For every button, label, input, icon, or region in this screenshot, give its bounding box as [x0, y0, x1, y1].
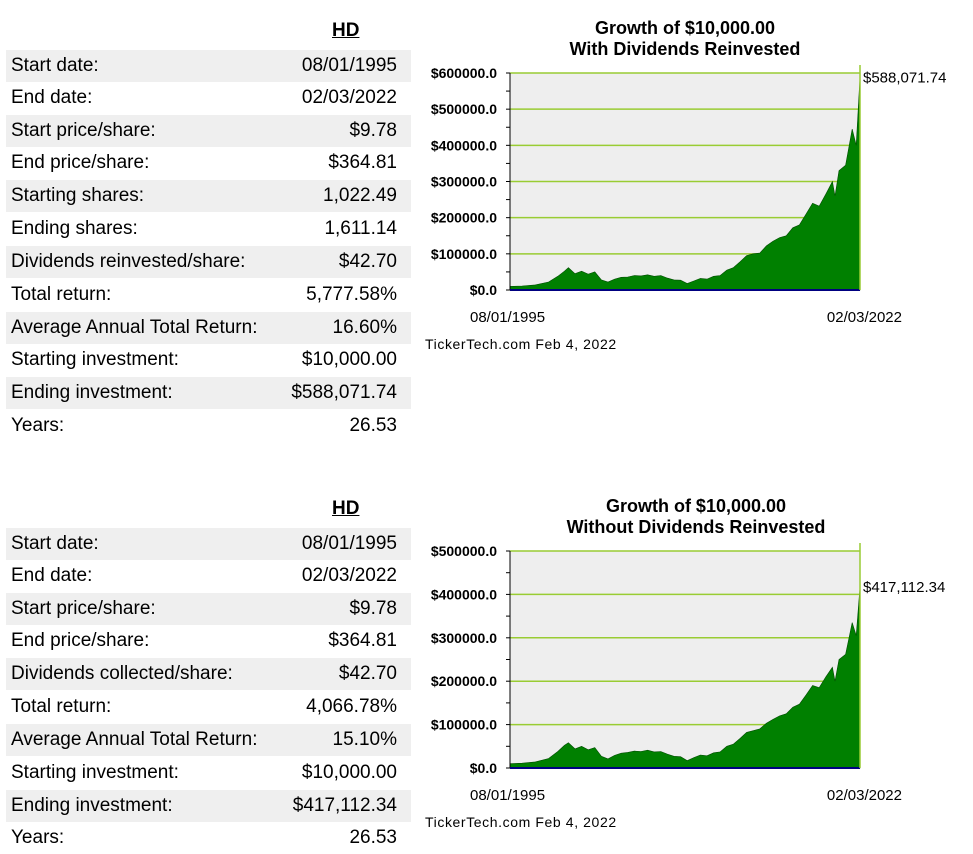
stat-row: Years: 26.53 — [6, 822, 411, 854]
chart-svg: $500000.0 $400000.0 $300000.0 $200000.0 $100… — [431, 543, 945, 804]
chart-title-line: Growth of $10,000.00 — [594, 18, 776, 38]
y-tick-label: $500000.0 — [431, 101, 497, 117]
y-tick-label: $0.0 — [470, 282, 497, 298]
stat-row: Total return: 4,066.78% — [6, 691, 411, 723]
y-tick-label: $400000.0 — [431, 586, 497, 602]
ticker-symbol: HD — [332, 20, 360, 41]
x-end-label: 02/03/2022 — [827, 309, 902, 326]
stat-row: Total return: 5,777.58% — [6, 279, 411, 311]
stat-value: 16.60% — [332, 317, 397, 338]
growth-area — [509, 77, 861, 291]
stat-value: $10,000.00 — [301, 762, 397, 783]
stat-value: $42.70 — [338, 663, 397, 684]
chart-svg: $600000.0 $500000.0 $400000.0 $300000.0 $200… — [431, 65, 946, 326]
stat-value: $417,112.34 — [292, 795, 397, 816]
stat-label: Total return: — [11, 696, 112, 717]
stat-label: Start price/share: — [11, 598, 156, 619]
stat-value: $364.81 — [328, 152, 397, 173]
y-tick-label: $0.0 — [470, 760, 497, 776]
stat-value: 1,611.14 — [324, 218, 397, 239]
y-tick-label: $200000.0 — [431, 210, 497, 226]
stat-row: End price/share: $364.81 — [6, 625, 411, 657]
stat-value: $588,071.74 — [291, 382, 397, 403]
chart-title-line: Growth of $10,000.00 — [605, 496, 787, 516]
chart-subtitle: Without Dividends Reinvested — [566, 517, 826, 537]
stat-label: Dividends collected/share: — [11, 663, 233, 684]
stat-label: End price/share: — [11, 630, 150, 651]
stat-label: Ending investment: — [11, 795, 173, 816]
x-start-label: 08/01/1995 — [470, 787, 545, 804]
stat-row: Starting shares: 1,022.49 — [6, 180, 411, 212]
chart-subtitle: With Dividends Reinvested — [569, 39, 801, 59]
end-value-label: $588,071.74 — [863, 69, 946, 86]
stat-value: 08/01/1995 — [301, 55, 397, 76]
stat-value: 1,022.49 — [323, 185, 397, 206]
stat-row: Starting investment: $10,000.00 — [6, 344, 411, 376]
y-tick-label: $300000.0 — [431, 630, 497, 646]
y-tick-label: $200000.0 — [431, 673, 497, 689]
stat-value: 26.53 — [349, 415, 397, 436]
stat-row: Ending shares: 1,611.14 — [6, 213, 411, 245]
stat-label: Starting investment: — [11, 762, 179, 783]
stat-label: Years: — [11, 415, 65, 436]
stat-label: Starting shares: — [11, 185, 145, 206]
ticker-symbol: HD — [332, 498, 360, 519]
stat-label: Ending investment: — [11, 382, 173, 403]
stat-value: 02/03/2022 — [301, 565, 397, 586]
y-tick-label: $100000.0 — [431, 246, 497, 262]
stat-row: Ending investment: $588,071.74 — [6, 377, 411, 409]
stat-row: Ending investment: $417,112.34 — [6, 790, 411, 822]
stat-label: Start date: — [11, 55, 99, 76]
source-credit: TickerTech.com Feb 4, 2022 — [425, 814, 617, 830]
stat-value: 15.10% — [332, 729, 397, 750]
stat-label: Average Annual Total Return: — [11, 317, 258, 338]
x-start-label: 08/01/1995 — [470, 309, 545, 326]
stat-row: End date: 02/03/2022 — [6, 82, 411, 114]
stat-label: Starting investment: — [11, 349, 179, 370]
stat-value: 26.53 — [349, 827, 397, 848]
stat-label: Total return: — [11, 284, 112, 305]
stat-row: Average Annual Total Return: 15.10% — [6, 724, 411, 756]
stat-value: $364.81 — [328, 630, 397, 651]
end-value-label: $417,112.34 — [863, 579, 945, 596]
y-tick-label: $600000.0 — [431, 65, 497, 81]
stat-label: End date: — [11, 565, 93, 586]
y-tick-label: $400000.0 — [431, 137, 497, 153]
stat-label: End price/share: — [11, 152, 150, 173]
stat-row: Start price/share: $9.78 — [6, 593, 411, 625]
stat-row: Start date: 08/01/1995 — [6, 50, 411, 82]
stat-row: End date: 02/03/2022 — [6, 560, 411, 592]
stat-value: 4,066.78% — [306, 696, 397, 717]
stat-label: Average Annual Total Return: — [11, 729, 258, 750]
y-tick-label: $100000.0 — [431, 717, 497, 733]
y-tick-label: $500000.0 — [431, 543, 497, 559]
source-credit: TickerTech.com Feb 4, 2022 — [425, 336, 617, 352]
stat-row: Start price/share: $9.78 — [6, 115, 411, 147]
stat-row: Dividends collected/share: $42.70 — [6, 658, 411, 690]
x-end-label: 02/03/2022 — [827, 787, 902, 804]
stat-row: Average Annual Total Return: 16.60% — [6, 312, 411, 344]
stat-label: End date: — [11, 87, 93, 108]
y-tick-label: $300000.0 — [431, 174, 497, 190]
stat-row: Start date: 08/01/1995 — [6, 528, 411, 560]
stat-label: Start date: — [11, 533, 99, 554]
stat-label: Start price/share: — [11, 120, 156, 141]
stat-value: $42.70 — [338, 251, 397, 272]
stat-value: $10,000.00 — [301, 349, 397, 370]
stat-value: 02/03/2022 — [301, 87, 397, 108]
stat-value: $9.78 — [349, 120, 397, 141]
stat-row: Dividends reinvested/share: $42.70 — [6, 246, 411, 278]
stat-value: 08/01/1995 — [301, 533, 397, 554]
chart-title: Growth of $10,000.00 Without Dividends R… — [510, 496, 882, 538]
growth-area — [509, 586, 861, 769]
stat-value: 5,777.58% — [306, 284, 397, 305]
chart-title: Growth of $10,000.00 With Dividends Rein… — [510, 18, 860, 60]
stat-label: Ending shares: — [11, 218, 138, 239]
stat-value: $9.78 — [349, 598, 397, 619]
stat-label: Years: — [11, 827, 65, 848]
stat-row: Starting investment: $10,000.00 — [6, 757, 411, 789]
stat-row: End price/share: $364.81 — [6, 147, 411, 179]
stat-label: Dividends reinvested/share: — [11, 251, 246, 272]
stat-row: Years: 26.53 — [6, 410, 411, 442]
